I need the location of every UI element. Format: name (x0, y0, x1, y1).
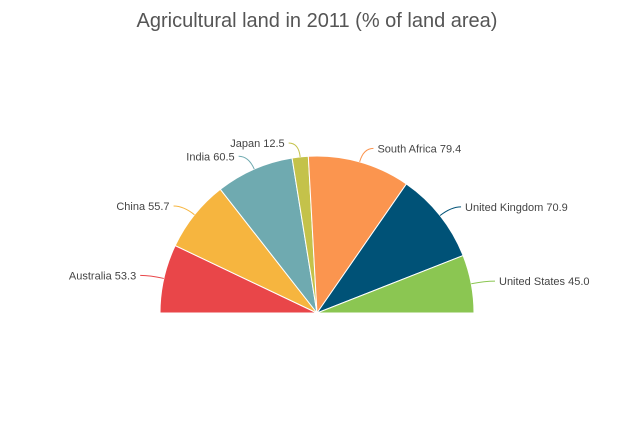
label-united-states: United States 45.0 (499, 276, 590, 288)
connector-united-kingdom (439, 206, 462, 216)
chart-title: Agricultural land in 2011 (% of land are… (136, 10, 498, 32)
connector-united-states (471, 280, 496, 285)
label-connectors (140, 142, 496, 285)
label-china: China 55.7 (116, 201, 169, 213)
slice-south-africa[interactable] (307, 155, 408, 315)
connector-australia (140, 274, 164, 279)
slice-united-kingdom[interactable] (315, 183, 464, 315)
slice-united-states[interactable] (316, 254, 475, 314)
pie-slices (159, 155, 475, 315)
label-south-africa: South Africa 79.4 (377, 143, 461, 155)
label-japan: Japan 12.5 (230, 138, 284, 150)
data-labels: Australia 53.3 China 55.7 India 60.5Japan … (69, 138, 590, 288)
label-united-kingdom: United Kingdom 70.9 (465, 202, 568, 214)
label-india: India 60.5 (186, 151, 234, 163)
connector-south-africa (359, 147, 374, 163)
connector-india (238, 155, 255, 170)
connector-china (173, 205, 195, 216)
label-australia: Australia 53.3 (69, 270, 136, 282)
connector-japan (288, 142, 301, 157)
